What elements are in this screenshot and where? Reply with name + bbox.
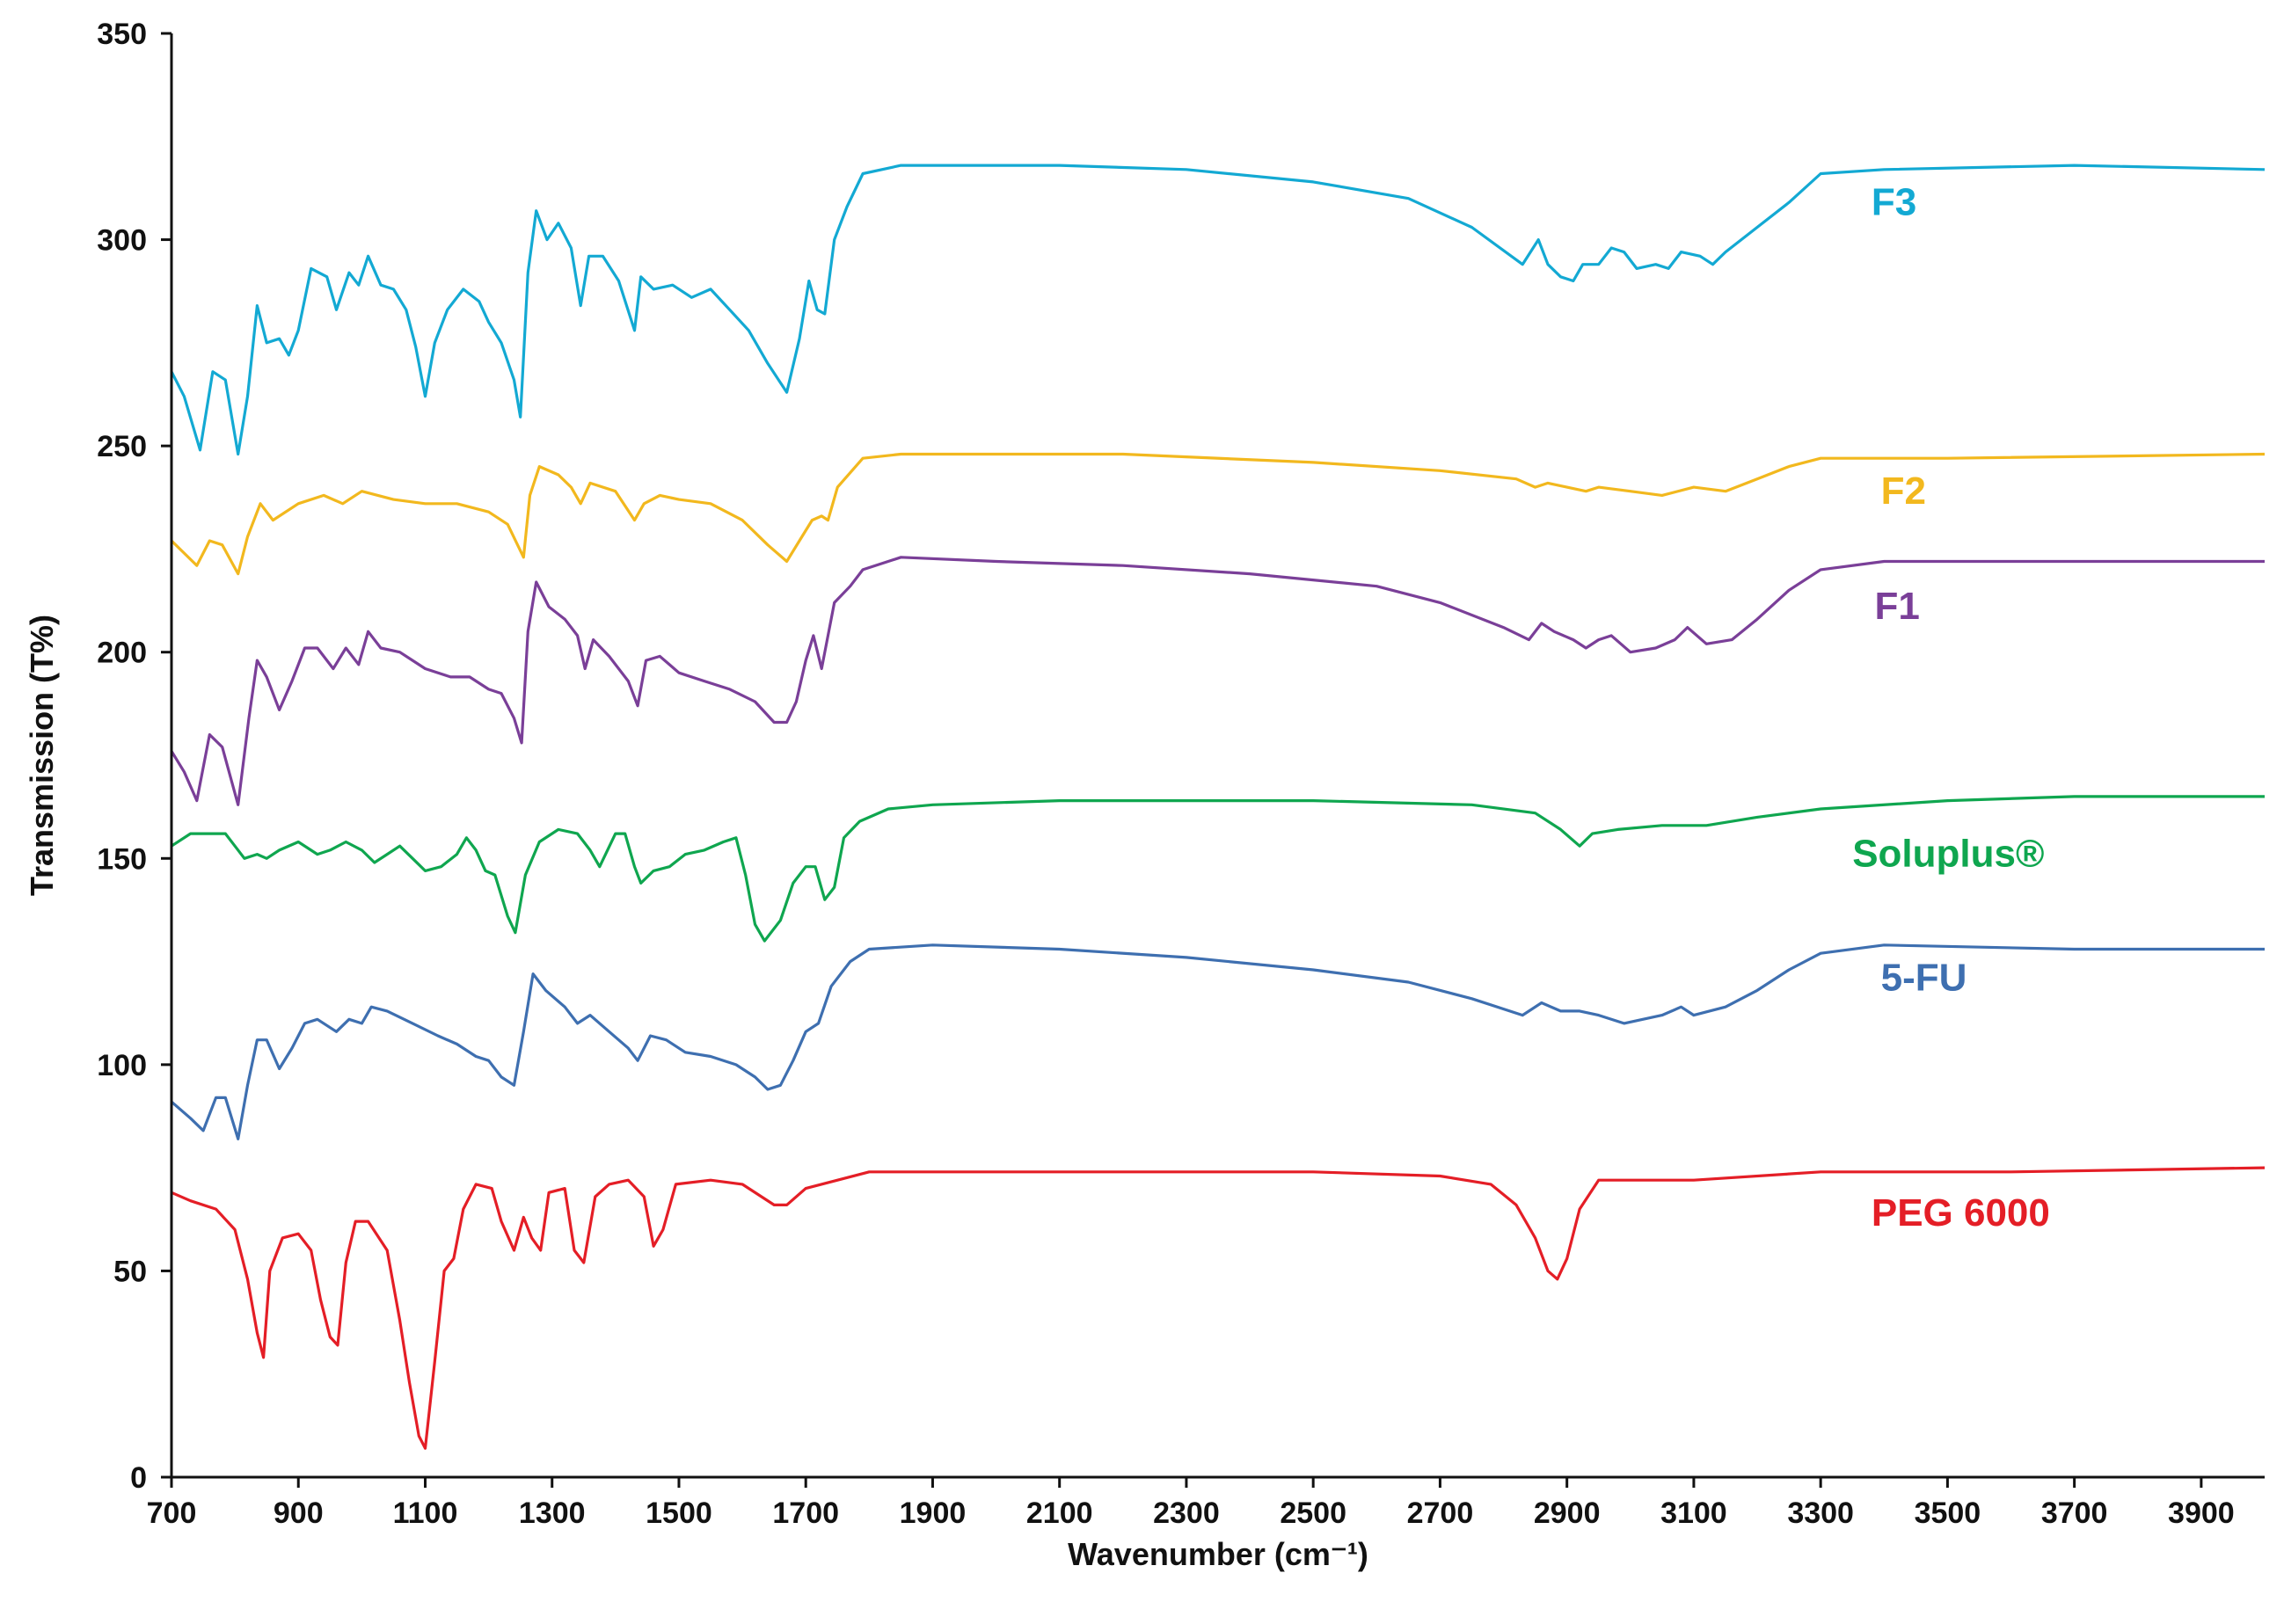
series-label-f2: F2 [1881,470,1926,513]
x-tick-label-1500: 1500 [646,1497,712,1530]
series-line-5-fu [170,943,2265,1140]
y-axis-title: Transmission (T%) [24,615,60,896]
x-tick-label-2100: 2100 [1026,1497,1093,1530]
series-label-f3: F3 [1872,180,1916,223]
x-tick-label-3300: 3300 [1787,1497,1854,1530]
x-tick-label-2900: 2900 [1534,1497,1601,1530]
series-labels: F3 F2 F1 Soluplus® 5-FU PEG 6000 [1852,180,2050,1234]
x-ticks: 700 900 1100 1300 1500 1700 1900 2100 2300 2500 27… [147,1477,2235,1530]
x-tick-label-3700: 3700 [2041,1497,2108,1530]
y-tick-label-150: 150 [97,842,147,876]
series-line-f3 [170,164,2266,456]
x-tick-label-1900: 1900 [900,1497,967,1530]
series-label-soluplus: Soluplus® [1852,833,2044,876]
series-line-soluplus [171,795,2265,943]
x-tick-label-1100: 1100 [393,1497,458,1530]
x-tick-label-2300: 2300 [1153,1497,1220,1530]
y-tick-label-50: 50 [113,1255,147,1288]
x-tick-label-700: 700 [147,1497,197,1530]
series-line-f1 [170,556,2265,806]
series-label-5-fu: 5-FU [1881,956,1967,999]
series-line-peg-6000 [171,1166,2266,1450]
x-axis-title: Wavenumber (cm⁻¹) [1068,1536,1368,1572]
x-tick-label-1300: 1300 [519,1497,586,1530]
plot-series [170,164,2266,1450]
x-tick-label-900: 900 [274,1497,324,1530]
y-tick-label-350: 350 [97,18,147,51]
y-ticks: 0 50 100 150 200 250 300 350 [97,18,171,1495]
y-tick-label-250: 250 [97,430,147,463]
x-tick-label-3500: 3500 [1915,1497,1981,1530]
x-tick-label-1700: 1700 [772,1497,839,1530]
x-tick-label-3100: 3100 [1660,1497,1727,1530]
y-tick-label-300: 300 [97,224,147,258]
axes [170,33,2265,1479]
series-line-f2 [170,452,2266,576]
y-tick-label-0: 0 [130,1461,147,1495]
x-tick-label-2700: 2700 [1407,1497,1474,1530]
x-tick-label-2500: 2500 [1280,1497,1346,1530]
y-tick-label-200: 200 [97,637,147,670]
y-tick-label-100: 100 [97,1049,147,1082]
series-label-f1: F1 [1874,585,1919,628]
x-tick-label-3900: 3900 [2168,1497,2235,1530]
series-label-peg-6000: PEG 6000 [1872,1191,2050,1234]
